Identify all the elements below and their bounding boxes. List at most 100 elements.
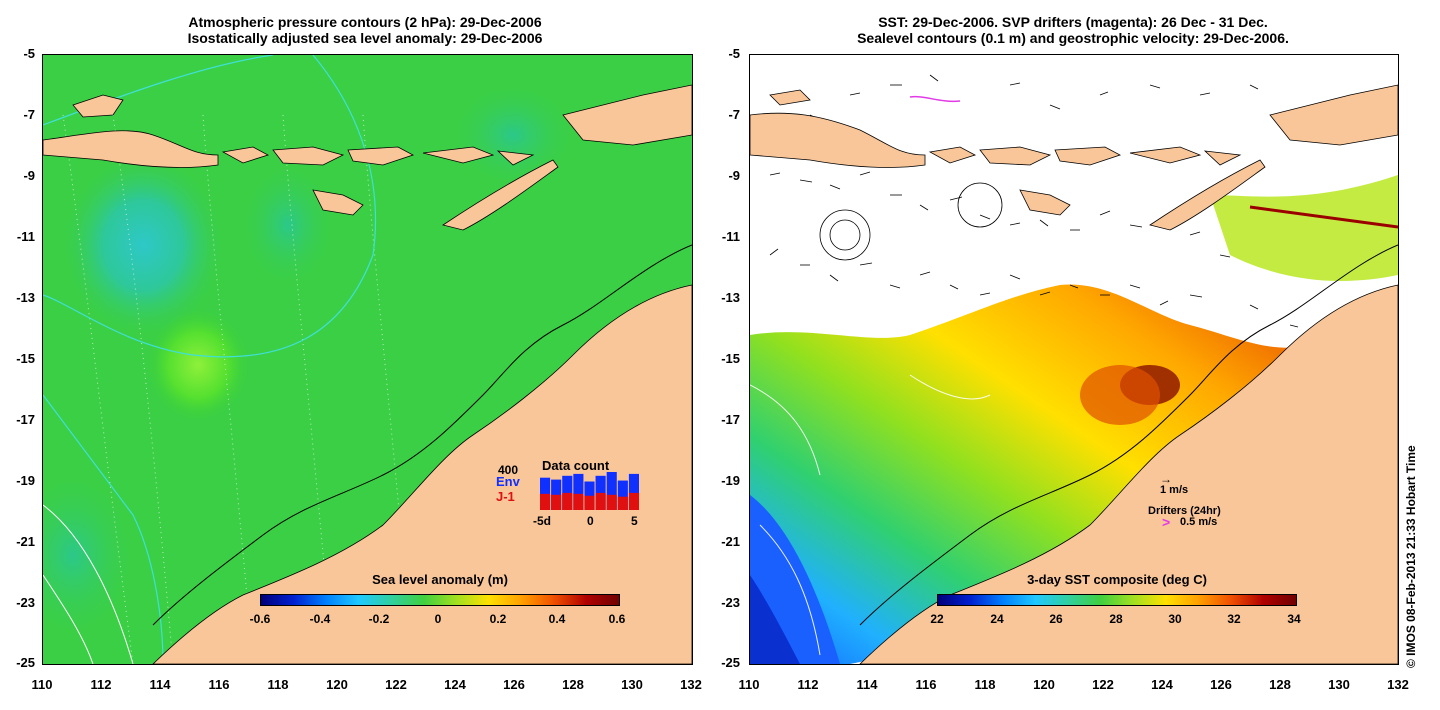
right-x-tick: 128 [1269,677,1291,692]
left-x-tick: 110 [31,677,53,692]
env-bar [606,472,617,510]
right-y-tick: -25 [721,655,740,670]
sla-colorbar-label: 0.4 [548,612,566,626]
left-y-tick: -7 [23,107,35,122]
j1-bar [628,492,639,510]
right-x-tick: 122 [1092,677,1114,692]
right-x-tick: 120 [1033,677,1055,692]
left-x-tick: 124 [444,677,466,692]
right-x-tick: 110 [738,677,760,692]
left-x-tick: 120 [326,677,348,692]
data-count-x-label: 0 [587,514,594,528]
right-x-tick: 124 [1151,677,1173,692]
j1-bar [606,494,617,510]
right-y-tick: -9 [728,168,740,183]
sst-colorbar-label: 26 [1049,612,1063,626]
j1-bar [573,493,584,510]
right-y-tick: -11 [721,229,740,244]
env-bar [628,473,639,510]
j1-bar [617,496,628,510]
right-x-tick: 116 [915,677,937,692]
env-bar [617,480,628,510]
data-count-x-label: -5d [533,514,551,528]
imos-credit: © IMOS 08-Feb-2013 21:33 Hobart Time [1404,445,1418,668]
left-x-tick: 118 [267,677,289,692]
left-x-tick: 116 [208,677,230,692]
left-y-tick: -19 [16,473,35,488]
env-bar [551,479,562,510]
sla-colorbar-label: 0.6 [608,612,626,626]
right-y-tick: -7 [728,107,740,122]
left-x-tick: 130 [621,677,643,692]
j1-bar [584,495,595,510]
sst-colorbar-label: 28 [1109,612,1123,626]
sst-colorbar-title: 3-day SST composite (deg C) [1027,572,1207,587]
data-count-title: Data count [542,458,610,473]
j1-bar [595,492,606,510]
left-x-tick: 128 [562,677,584,692]
data-count-env-label: Env [496,474,520,489]
data-count-bars [540,472,639,510]
sla-colorbar-label: -0.4 [309,612,331,626]
right-title-line2: Sealevel contours (0.1 m) and geostrophi… [857,30,1289,46]
sla-colorbar-label: -0.2 [368,612,390,626]
left-title-line2: Isostatically adjusted sea level anomaly… [187,30,543,46]
j1-bar [540,493,551,510]
left-y-tick: -5 [23,46,35,61]
left-y-tick: -23 [16,595,35,610]
left-y-tick: -21 [16,534,35,549]
left-x-tick: 126 [503,677,525,692]
j1-bar [562,492,573,510]
sst-land-shapes [750,84,1398,664]
right-title-line1: SST: 29-Dec-2006. SVP drifters (magenta)… [878,14,1268,30]
drifter-track-magenta [909,95,961,103]
right-y-tick: -23 [721,595,740,610]
j1-bar [551,494,562,510]
env-bar [562,475,573,510]
env-bar [573,473,584,510]
left-y-tick: -9 [23,168,35,183]
right-panel-title: SST: 29-Dec-2006. SVP drifters (magenta)… [748,14,1398,46]
left-y-tick: -13 [16,290,35,305]
land-shapes [43,84,692,664]
right-y-tick: -17 [721,412,740,427]
drifter-speed-symbol: > [1162,514,1171,530]
left-y-tick: -15 [16,351,35,366]
sst-colorbar-label: 30 [1168,612,1182,626]
sst-colorbar-label: 22 [930,612,944,626]
right-x-tick: 114 [856,677,878,692]
right-y-tick: -15 [721,351,740,366]
right-y-tick: -5 [728,46,740,61]
data-count-x-label: 5 [631,514,638,528]
drifter-speed-label: 0.5 m/s [1180,516,1218,528]
sst-colorbar-label: 24 [990,612,1004,626]
left-panel-title: Atmospheric pressure contours (2 hPa): 2… [40,14,690,46]
left-y-tick: -17 [16,412,35,427]
left-x-tick: 132 [680,677,702,692]
drifters-label: Drifters (24hr) [1148,505,1221,517]
left-y-tick: -11 [16,229,35,244]
data-count-max: 400 [498,463,519,477]
velocity-scale-arrow-icon: → [1160,472,1172,486]
env-bar [595,475,606,510]
sst-svg [750,74,1398,664]
right-x-tick: 118 [974,677,996,692]
velocity-arrows [769,74,1371,328]
right-x-tick: 130 [1328,677,1350,692]
sst-map [749,54,1399,665]
right-y-tick: -19 [721,473,740,488]
sla-colorbar-label: 0.2 [489,612,507,626]
sla-colorbar-label: -0.6 [249,612,271,626]
sea-level-anomaly-map [42,54,693,665]
sea-level-anomaly-svg [43,55,692,664]
left-x-tick: 112 [90,677,112,692]
right-y-tick: -21 [721,534,740,549]
sla-colorbar [260,594,620,606]
sst-colorbar-label: 34 [1287,612,1301,626]
sst-colorbar-label: 32 [1227,612,1241,626]
drifter-track-red [1249,205,1398,229]
right-x-tick: 132 [1387,677,1409,692]
data-count-j1-label: J-1 [496,489,515,504]
left-title-line1: Atmospheric pressure contours (2 hPa): 2… [188,14,542,30]
right-y-tick: -13 [721,290,740,305]
